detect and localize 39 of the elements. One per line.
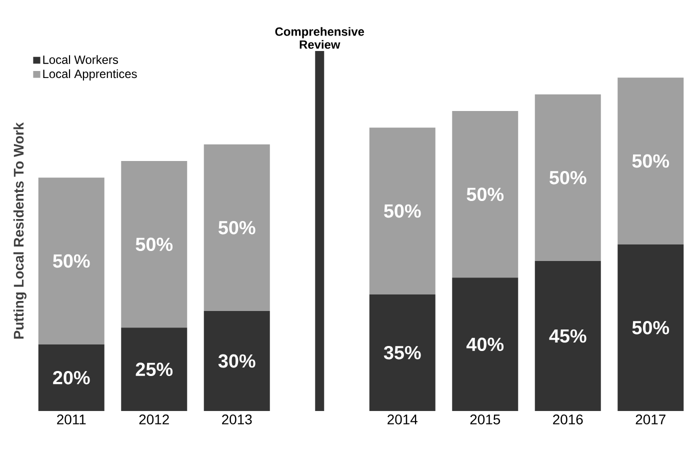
bar xyxy=(534,94,601,261)
data-label: 45% xyxy=(549,329,586,343)
data-label: 35% xyxy=(384,346,421,360)
bar xyxy=(618,244,684,411)
data-label: 25% xyxy=(136,362,173,376)
bar xyxy=(121,328,188,411)
bar xyxy=(121,160,188,328)
bar xyxy=(452,278,518,411)
bar xyxy=(38,344,104,411)
data-label: 50% xyxy=(550,170,586,184)
data-label: 40% xyxy=(466,338,504,352)
x-tick-label: 2014 xyxy=(388,414,418,424)
bar xyxy=(38,178,104,344)
x-tick-label: 2011 xyxy=(57,414,86,424)
y-axis-title: Putting Local Residents To Work xyxy=(13,122,26,339)
bar xyxy=(204,311,270,411)
data-label: 50% xyxy=(218,220,256,234)
data-label: 50% xyxy=(632,154,670,168)
text: Comprehensive Review xyxy=(275,27,364,49)
x-tick-label: 2016 xyxy=(553,414,583,424)
bar xyxy=(369,128,436,294)
data-label: 50% xyxy=(136,238,173,252)
x-tick-label: 2017 xyxy=(636,414,666,424)
bar xyxy=(618,78,684,244)
bar xyxy=(534,261,601,411)
data-label: 20% xyxy=(53,370,90,384)
x-tick-label: 2015 xyxy=(470,414,500,424)
data-label: 50% xyxy=(53,254,90,268)
data-label: 50% xyxy=(384,204,421,218)
x-tick-label: 2012 xyxy=(139,414,169,424)
data-label: 30% xyxy=(218,354,256,368)
legend-label: Local Workers xyxy=(43,55,118,64)
legend-label: Local Apprentices xyxy=(43,69,137,80)
bar xyxy=(452,110,518,278)
bar xyxy=(204,144,270,311)
x-tick-label: 2013 xyxy=(222,414,252,424)
data-label: 50% xyxy=(466,188,504,202)
bar xyxy=(369,294,436,411)
data-label: 50% xyxy=(632,320,670,334)
